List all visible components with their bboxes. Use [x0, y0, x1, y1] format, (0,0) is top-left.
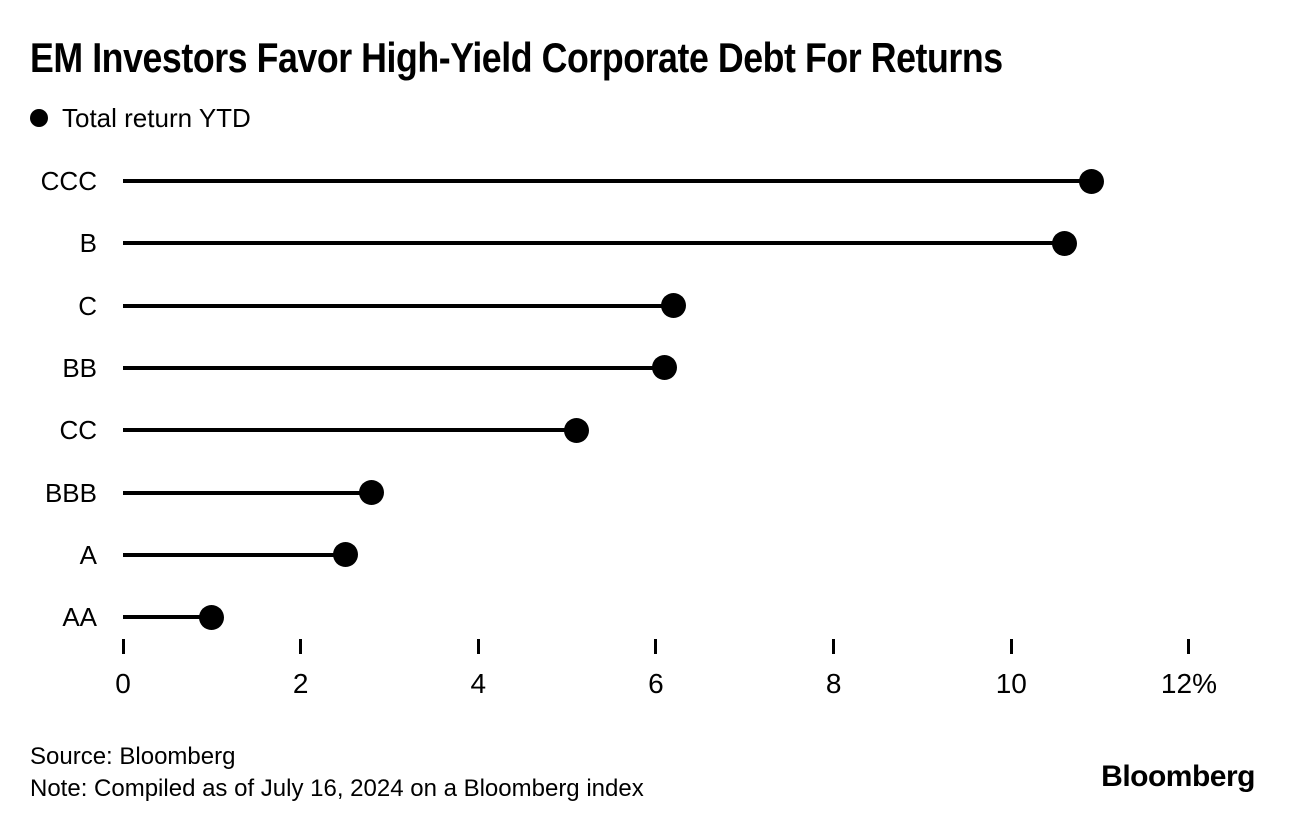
x-axis-tick-label: 10: [995, 668, 1027, 699]
x-axis-tick-label: 12%: [1160, 668, 1217, 699]
category-label: CC: [59, 415, 97, 446]
x-axis-tick: [1009, 639, 1013, 654]
source-text: Source: Bloomberg: [30, 743, 236, 770]
lollipop-line: [123, 241, 1065, 246]
lollipop-line: [123, 490, 372, 495]
x-axis-tick: [832, 639, 836, 654]
x-axis-tick-label: 4: [470, 668, 487, 699]
lollipop-dot: [1052, 230, 1078, 256]
lollipop-dot: [359, 480, 385, 505]
x-axis-tick: [1187, 639, 1191, 654]
x-axis-tick: [121, 639, 125, 654]
category-label: AA: [62, 602, 97, 633]
category-label: A: [79, 539, 97, 570]
lollipop-dot: [199, 604, 225, 630]
lollipop-dot: [563, 417, 589, 443]
legend-label: Total return YTD: [62, 103, 251, 133]
lollipop-dot: [1078, 168, 1104, 194]
lollipop-line: [123, 552, 346, 557]
lollipop-line: [123, 303, 674, 308]
category-label: CCC: [40, 166, 97, 196]
lollipop-line: [123, 428, 577, 433]
x-axis-tick-label: 6: [648, 668, 664, 699]
chart-title: EM Investors Favor High-Yield Corporate …: [30, 34, 1003, 81]
footer: Source: Bloomberg Note: Compiled as of J…: [30, 741, 644, 805]
x-axis-tick: [299, 639, 303, 654]
legend-dot-icon: [30, 109, 48, 128]
x-axis-tick: [476, 639, 480, 654]
bloomberg-logo: Bloomberg: [1101, 760, 1255, 793]
lollipop-dot: [652, 355, 678, 381]
category-label: BBB: [44, 477, 97, 508]
x-axis-tick-label: 0: [115, 668, 131, 699]
note-text: Note: Compiled as of July 16, 2024 on a …: [30, 775, 644, 802]
lollipop-dot: [661, 293, 687, 319]
x-axis-tick-label: 8: [825, 668, 842, 699]
category-label: C: [78, 290, 97, 321]
lollipop-line: [123, 615, 212, 620]
x-axis-tick: [654, 639, 658, 654]
category-label: B: [79, 228, 97, 259]
lollipop-dot: [332, 542, 358, 568]
x-axis-tick-label: 2: [292, 668, 309, 699]
legend: Total return YTD: [30, 104, 251, 133]
lollipop-line: [123, 365, 665, 370]
category-label: BB: [62, 352, 97, 383]
lollipop-line: [123, 179, 1092, 183]
